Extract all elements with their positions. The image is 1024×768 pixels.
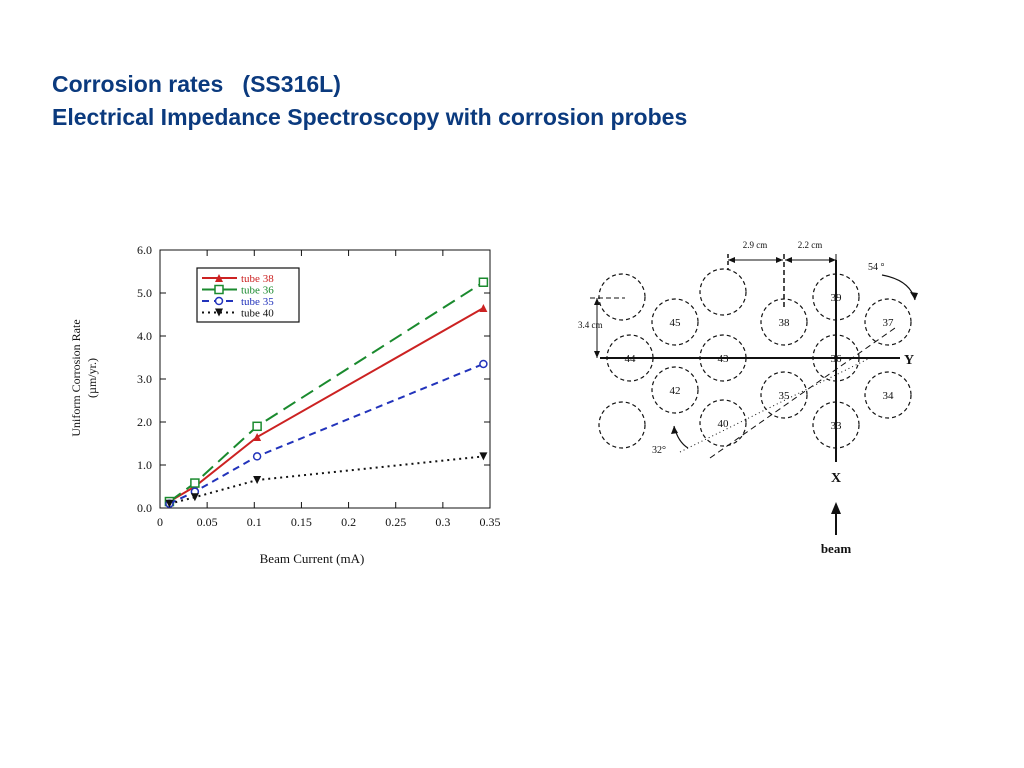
dim-arrow-22-right	[829, 257, 836, 263]
angle-arc-54	[881, 274, 916, 301]
y-tick-label: 2.0	[137, 415, 152, 429]
slide-title: Corrosion rates (SS316L) Electrical Impe…	[52, 68, 687, 134]
beam-label: beam	[821, 541, 852, 556]
y-axis-label-line-2: (µm/yr.)	[85, 358, 99, 398]
data-point	[479, 452, 488, 461]
angle-arc-32	[673, 425, 689, 449]
y-tick-label: 5.0	[137, 286, 152, 300]
legend-label: tube 38	[241, 273, 274, 285]
y-tick-label: 4.0	[137, 329, 152, 343]
angle-arrow-32	[671, 426, 678, 434]
tube-layout-diagram: 393837363534334042434445 2.9 cm 2.2 cm 3…	[578, 240, 918, 556]
data-point	[215, 308, 223, 317]
data-point	[252, 452, 262, 461]
dim-label-29: 2.9 cm	[743, 240, 768, 250]
y-tick-label: 3.0	[137, 372, 152, 386]
inclined-line-32	[709, 327, 896, 459]
data-point	[252, 421, 262, 432]
legend-label: tube 36	[241, 285, 274, 297]
tube-circle	[651, 298, 699, 346]
tube-label: 38	[779, 317, 791, 329]
x-tick-label: 0.15	[291, 515, 312, 529]
angle-label-54: 54 °	[868, 262, 885, 273]
data-point	[214, 296, 224, 306]
data-point	[214, 284, 224, 295]
dim-label-34: 3.4 cm	[578, 320, 603, 330]
x-axis-label: Beam Current (mA)	[260, 551, 365, 566]
tube-label: 34	[883, 390, 895, 402]
series-line	[169, 455, 484, 505]
data-point	[479, 304, 488, 313]
data-point	[253, 476, 262, 485]
x-tick-label: 0.35	[480, 515, 501, 529]
y-tick-label: 1.0	[137, 458, 152, 472]
data-point	[478, 277, 489, 287]
axis-label-x: X	[831, 471, 841, 486]
x-tick-label: 0.1	[247, 515, 262, 529]
axis-label-y: Y	[904, 353, 914, 368]
dim-arrow-34-top	[594, 298, 600, 305]
x-tick-label: 0.25	[385, 515, 406, 529]
y-axis-label-line-1: Uniform Corrosion Rate	[69, 319, 83, 436]
tube-label: 35	[779, 390, 791, 402]
angle-label-32: 32°	[652, 445, 666, 456]
data-point	[190, 478, 200, 488]
data-point	[190, 493, 199, 502]
unlabeled-tube-circle	[598, 401, 646, 449]
tube-label: 37	[883, 317, 895, 329]
tube-circle	[699, 399, 747, 447]
tube-circle	[864, 371, 912, 419]
tube-label: 40	[718, 418, 730, 430]
tube-circle	[651, 366, 699, 414]
series-line	[168, 281, 484, 503]
tube-circle	[864, 298, 912, 346]
legend-label: tube 35	[241, 296, 274, 308]
angle-arrow-54	[910, 292, 918, 300]
x-tick-label: 0.2	[341, 515, 356, 529]
data-point	[253, 433, 262, 442]
data-point	[479, 359, 488, 369]
dim-arrow-29-right	[776, 257, 783, 263]
series-line	[168, 307, 484, 503]
beam-arrow-head	[831, 502, 841, 514]
title-line-1: Corrosion rates (SS316L)	[52, 71, 341, 97]
inclined-line-dotted	[679, 357, 871, 453]
x-tick-label: 0.05	[197, 515, 218, 529]
data-point	[215, 274, 223, 282]
x-tick-label: 0.3	[435, 515, 450, 529]
corrosion-rate-chart: 0 0.05 0.1 0.15 0.2 0.25 0.3 0.35 0.0 1.0 2.0 3.0 4.…	[69, 243, 501, 566]
y-tick-label: 0.0	[137, 501, 152, 515]
dim-arrow-22-left	[785, 257, 792, 263]
series-line	[169, 363, 484, 505]
unlabeled-tube-circle	[598, 273, 646, 321]
y-tick-label: 6.0	[137, 243, 152, 257]
title-line-2: Electrical Impedance Spectroscopy with c…	[52, 104, 688, 130]
dim-arrow-34-bottom	[594, 351, 600, 358]
dim-arrow-29-left	[728, 257, 735, 263]
tube-label: 45	[670, 317, 682, 329]
tube-circle	[760, 371, 808, 419]
dim-label-22: 2.2 cm	[798, 240, 823, 250]
data-point	[165, 499, 174, 508]
legend-label: tube 40	[241, 308, 274, 320]
unlabeled-tube-circle	[699, 268, 747, 316]
tube-label: 42	[670, 385, 681, 397]
x-tick-label: 0	[157, 515, 163, 529]
